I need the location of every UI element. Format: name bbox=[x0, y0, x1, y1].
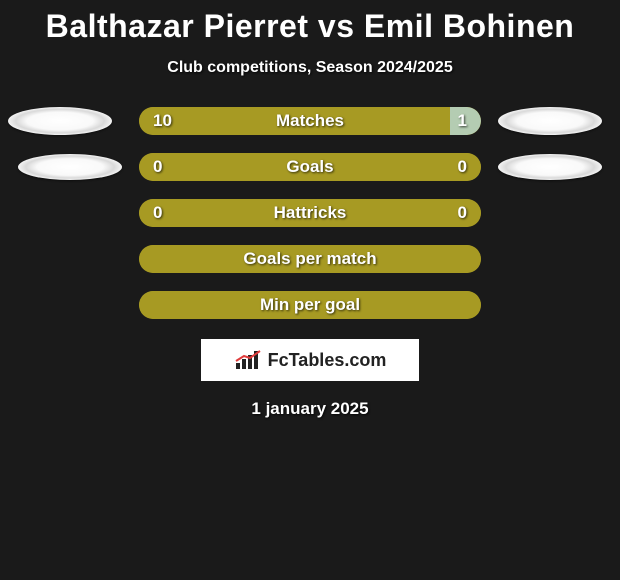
source-logo: FcTables.com bbox=[201, 339, 419, 381]
stat-label: Min per goal bbox=[139, 295, 481, 315]
logo-inner: FcTables.com bbox=[234, 349, 387, 371]
stat-right-value: 0 bbox=[458, 203, 467, 223]
stat-row: 0 Goals 0 bbox=[0, 153, 620, 181]
stat-bar: Goals per match bbox=[139, 245, 481, 273]
club-badge-left bbox=[18, 154, 122, 180]
stat-row: 0 Hattricks 0 bbox=[0, 199, 620, 227]
stat-row: Goals per match bbox=[0, 245, 620, 273]
stat-row: Min per goal bbox=[0, 291, 620, 319]
stat-label: Hattricks bbox=[139, 203, 481, 223]
stat-list: 10 Matches 1 0 Goals 0 0 bbox=[0, 107, 620, 319]
club-badge-right bbox=[498, 154, 602, 180]
date-label: 1 january 2025 bbox=[251, 399, 368, 419]
bar-chart-icon bbox=[234, 349, 264, 371]
logo-text: FcTables.com bbox=[268, 350, 387, 371]
stat-label: Goals bbox=[139, 157, 481, 177]
subtitle: Club competitions, Season 2024/2025 bbox=[167, 59, 452, 77]
stat-bar: 0 Hattricks 0 bbox=[139, 199, 481, 227]
stat-row: 10 Matches 1 bbox=[0, 107, 620, 135]
page-title: Balthazar Pierret vs Emil Bohinen bbox=[46, 8, 575, 45]
stat-label: Matches bbox=[139, 111, 481, 131]
stat-bar: 0 Goals 0 bbox=[139, 153, 481, 181]
stat-label: Goals per match bbox=[139, 249, 481, 269]
club-badge-right bbox=[498, 107, 602, 135]
club-badge-left bbox=[8, 107, 112, 135]
stat-right-value: 0 bbox=[458, 157, 467, 177]
comparison-card: Balthazar Pierret vs Emil Bohinen Club c… bbox=[0, 0, 620, 419]
stat-bar: 10 Matches 1 bbox=[139, 107, 481, 135]
stat-right-value: 1 bbox=[458, 111, 467, 131]
stat-bar: Min per goal bbox=[139, 291, 481, 319]
